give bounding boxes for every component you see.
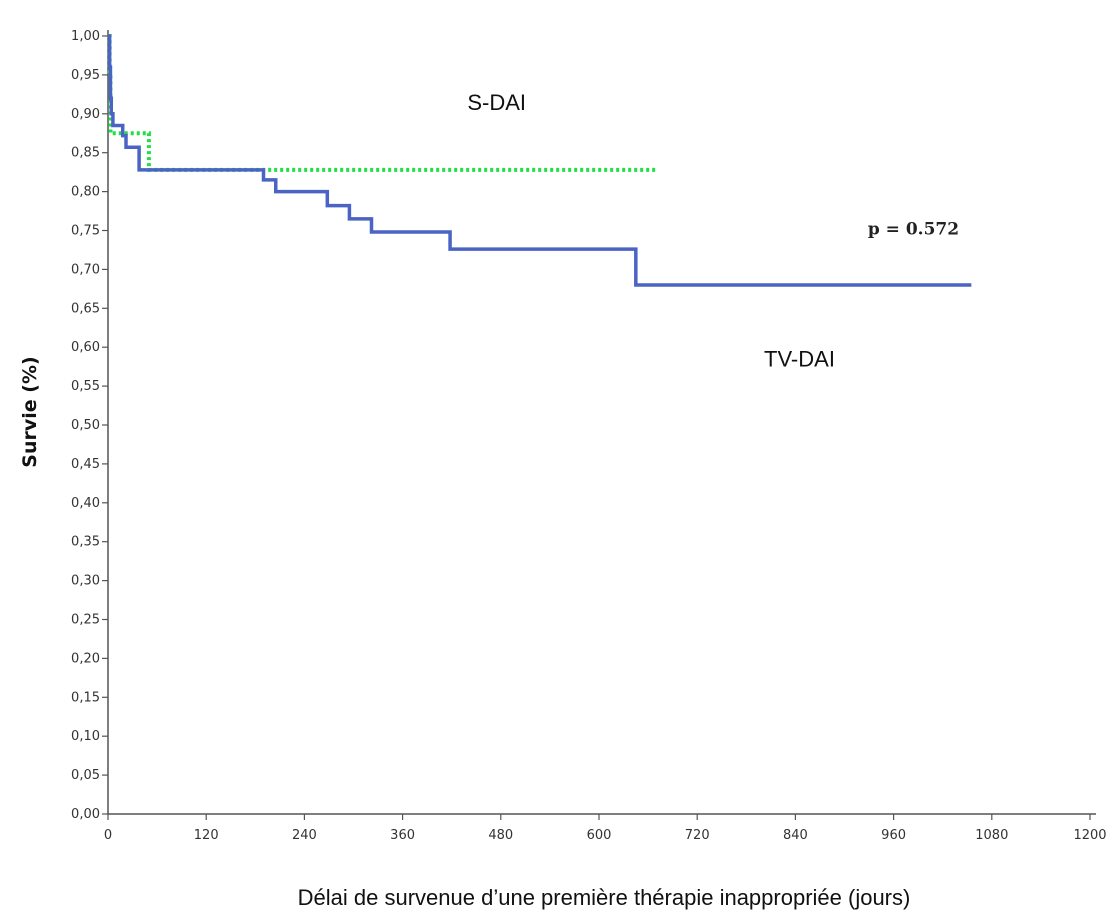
x-tick-label: 240 — [292, 828, 317, 843]
y-tick-label: 0,70 — [71, 262, 100, 277]
y-tick-label: 0,30 — [71, 574, 100, 589]
y-tick-label: 0,90 — [71, 107, 100, 122]
x-tick-label: 960 — [881, 828, 906, 843]
x-tick-label: 120 — [194, 828, 219, 843]
y-tick-label: 0,75 — [71, 224, 100, 239]
y-tick-label: 0,60 — [71, 340, 100, 355]
y-tick-label: 0,15 — [71, 690, 100, 705]
annotation-tv-dai: TV-DAI — [764, 347, 835, 372]
y-tick-label: 0,25 — [71, 613, 100, 628]
y-tick-label: 0,10 — [71, 729, 100, 744]
x-tick-label: 1080 — [975, 828, 1008, 843]
x-tick-label: 480 — [488, 828, 513, 843]
y-tick-label: 0,85 — [71, 146, 100, 161]
y-tick-label: 0,55 — [71, 379, 100, 394]
y-tick-label: 0,20 — [71, 651, 100, 666]
annotation-layer: S-DAI TV-DAI p = 0.572 — [467, 90, 959, 372]
y-tick-label: 0,80 — [71, 185, 100, 200]
y-tick-label: 0,40 — [71, 496, 100, 511]
y-tick-label: 0,50 — [71, 418, 100, 433]
y-axis-title: Survie (%) — [19, 356, 41, 467]
y-tick-label: 0,05 — [71, 768, 100, 783]
x-tick-label: 1200 — [1073, 828, 1106, 843]
p-value-label: p = 0.572 — [868, 219, 959, 239]
x-tick-label: 720 — [685, 828, 710, 843]
x-axis-title: Délai de survenue d’une première thérapi… — [298, 885, 911, 910]
y-tick-label: 0,45 — [71, 457, 100, 472]
y-tick-label: 0,35 — [71, 535, 100, 550]
series-s-dai-line — [107, 34, 657, 172]
y-tick-label: 0,65 — [71, 301, 100, 316]
x-tick-label: 600 — [587, 828, 612, 843]
axes: 0,00 0,05 0,10 0,15 0,20 0,25 0,30 0,35 0,40 0,45… — [71, 29, 1107, 843]
series-tv-dai-line — [107, 34, 972, 287]
y-tick-label: 0,00 — [71, 807, 100, 822]
y-tick-label: 0,95 — [71, 68, 100, 83]
x-tick-label: 360 — [390, 828, 415, 843]
x-tick-label: 0 — [104, 828, 112, 843]
annotation-s-dai: S-DAI — [467, 90, 526, 115]
y-tick-label: 1,00 — [71, 29, 100, 44]
series-layer — [107, 34, 972, 287]
x-tick-label: 840 — [783, 828, 808, 843]
